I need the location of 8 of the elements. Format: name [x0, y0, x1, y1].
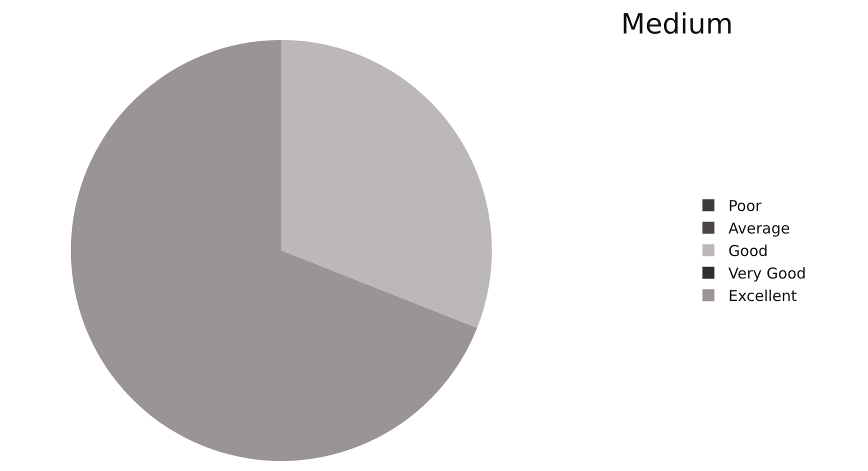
chart-title: Medium	[621, 8, 734, 41]
legend-label: Average	[728, 220, 790, 238]
legend-label: Excellent	[728, 287, 798, 306]
legend-label: Good	[728, 242, 768, 260]
pie-slice	[281, 40, 492, 328]
legend-label: Poor	[728, 197, 762, 216]
legend-label: Very Good	[728, 264, 806, 283]
pie-slice	[71, 40, 478, 461]
